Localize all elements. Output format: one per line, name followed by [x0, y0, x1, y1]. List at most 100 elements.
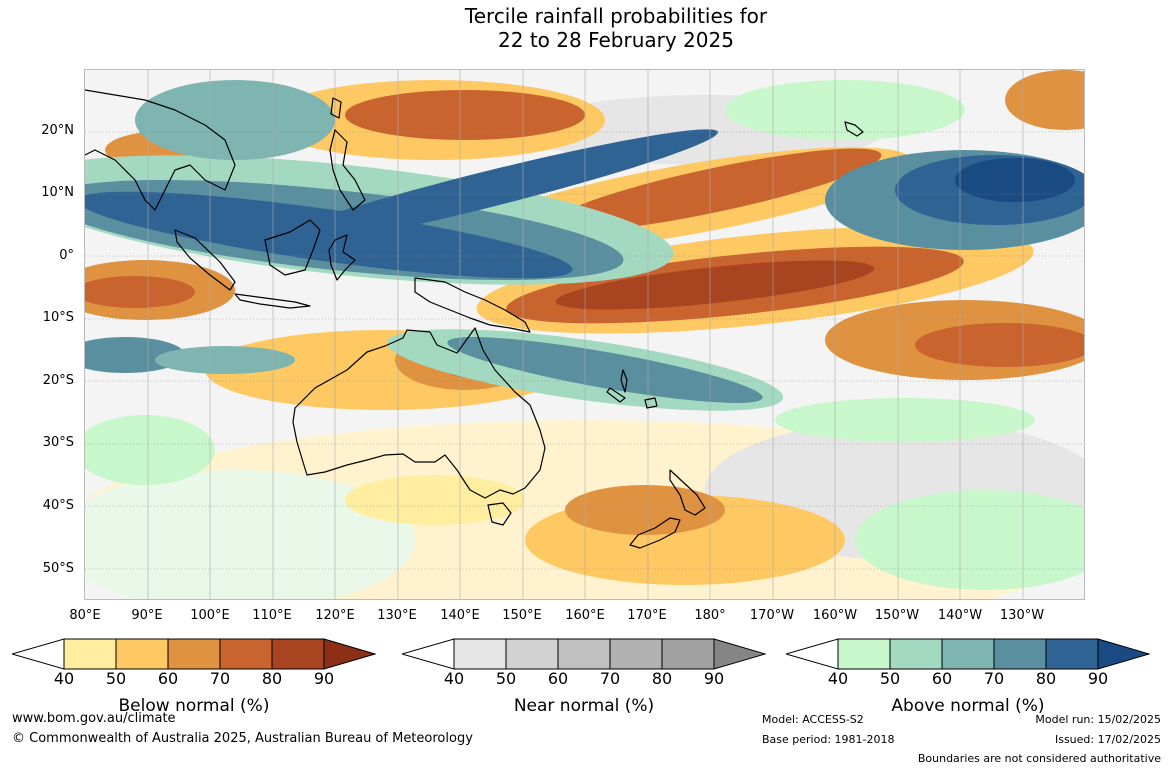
legend-above-tick: 90 — [1087, 669, 1109, 688]
legend-below-tick: 70 — [209, 669, 231, 688]
mainland-asia-coastline — [85, 89, 236, 211]
lon-label-120e: 120°E — [315, 608, 355, 623]
lon-label-130e: 130°E — [377, 608, 417, 623]
legend-below-tick: 50 — [105, 669, 127, 688]
legend-below-tick: 90 — [313, 669, 335, 688]
lon-label-170e: 170°E — [627, 608, 667, 623]
lat-label-0: 0° — [59, 248, 74, 263]
legend-near-tick: 60 — [547, 669, 569, 688]
legend-above-swatch-0 — [837, 638, 891, 670]
legend-near-tick: 50 — [495, 669, 517, 688]
new-zealand-north-coastline — [669, 469, 706, 516]
lon-label-160e: 160°E — [565, 608, 605, 623]
map-title: Tercile rainfall probabilities for 22 to… — [0, 4, 1173, 52]
legend-above-swatch-5 — [1097, 638, 1150, 670]
legend-near-normal-bar — [402, 638, 766, 670]
legend-near-swatch-4 — [661, 638, 715, 670]
lat-label-20n: 20°N — [41, 123, 74, 138]
lon-label-160w: 160°W — [812, 608, 858, 623]
legend-above-normal-bar — [786, 638, 1150, 670]
java-coastline — [234, 293, 311, 309]
hawaii-coastline — [844, 121, 864, 137]
legend-near-swatch-0 — [453, 638, 507, 670]
tasmania-coastline — [487, 502, 512, 526]
legend-below-swatch-3 — [219, 638, 273, 670]
lat-label-30s: 30°S — [42, 435, 74, 450]
new-guinea-coastline — [414, 277, 531, 333]
legend-below-swatch-0 — [63, 638, 117, 670]
lon-label-110e: 110°E — [252, 608, 292, 623]
legend-above-normal-title: Above normal (%) — [891, 696, 1045, 716]
legend-below-swatch-4 — [271, 638, 325, 670]
legend-below-tick: 40 — [53, 669, 75, 688]
graticule — [85, 131, 1084, 570]
legend-below-swatch-1 — [115, 638, 169, 670]
legend-above-swatch-3 — [993, 638, 1047, 670]
legend-above-tick: 80 — [1035, 669, 1057, 688]
legend-near-swatch-5 — [713, 638, 766, 670]
legend-above-tick: 40 — [827, 669, 849, 688]
map-title-line2: 22 to 28 February 2025 — [498, 28, 734, 52]
vanuatu-coastline — [620, 369, 628, 393]
map-title-line1: Tercile rainfall probabilities for — [464, 4, 768, 28]
legend-above-swatch-2 — [941, 638, 995, 670]
legend-near-tick: 80 — [651, 669, 673, 688]
new-caledonia-coastline — [606, 387, 626, 403]
legend-near-normal — [402, 638, 766, 670]
copyright-text: © Commonwealth of Australia 2025, Austra… — [12, 731, 473, 746]
lat-label-10n: 10°N — [41, 185, 74, 200]
legend-below-swatch-5 — [323, 638, 376, 670]
legend-below-normal — [12, 638, 376, 670]
map-canvas — [85, 70, 1084, 599]
legend-below-tick: 60 — [157, 669, 179, 688]
above-normal-zones — [85, 80, 1084, 485]
lon-label-150w: 150°W — [874, 608, 920, 623]
legend-below-tick: 80 — [261, 669, 283, 688]
taiwan-coastline — [330, 97, 342, 119]
website-link[interactable]: www.bom.gov.au/climate — [12, 711, 176, 726]
lat-label-20s: 20°S — [42, 373, 74, 388]
lon-label-150e: 150°E — [502, 608, 542, 623]
lon-label-140e: 140°E — [440, 608, 480, 623]
meridians — [147, 70, 1024, 599]
legend-near-swatch-1 — [505, 638, 559, 670]
fiji-coastline — [644, 397, 658, 409]
lat-label-10s: 10°S — [42, 310, 74, 325]
borneo-coastline — [264, 219, 321, 276]
base-period: Base period: 1981-2018 — [762, 733, 895, 746]
lon-label-90e: 90°E — [131, 608, 163, 623]
lon-label-180: 180° — [694, 608, 726, 623]
legend-above-tick: 70 — [983, 669, 1005, 688]
legend-above-normal — [786, 638, 1150, 670]
rainfall-probability-map — [84, 69, 1085, 600]
legend-near-normal-title: Near normal (%) — [513, 696, 655, 716]
legend-near-swatch-2 — [557, 638, 611, 670]
legend-above-swatch-1 — [889, 638, 943, 670]
lon-label-140w: 140°W — [937, 608, 983, 623]
australia-coastline — [292, 327, 546, 499]
legend-above-tick: 50 — [879, 669, 901, 688]
legend-near-tick: 70 — [599, 669, 621, 688]
legend-below-normal-title: Below normal (%) — [118, 696, 270, 716]
issued-date: Issued: 17/02/2025 — [1054, 733, 1161, 746]
boundaries-disclaimer: Boundaries are not considered authoritat… — [917, 752, 1161, 765]
legend-below-normal-bar — [12, 638, 376, 670]
lon-label-170w: 170°W — [749, 608, 795, 623]
legend-near-tick: 90 — [703, 669, 725, 688]
sumatra-coastline — [174, 229, 236, 291]
sulawesi-coastline — [328, 234, 356, 281]
legend-above-swatch-4 — [1045, 638, 1099, 670]
lon-label-100e: 100°E — [190, 608, 230, 623]
lon-label-80e: 80°E — [69, 608, 101, 623]
philippines-coastline — [329, 129, 366, 211]
coastlines — [85, 89, 864, 549]
legend-above-tick: 60 — [931, 669, 953, 688]
lon-label-130w: 130°W — [999, 608, 1045, 623]
legend-near-swatch-3 — [609, 638, 663, 670]
lat-label-50s: 50°S — [42, 561, 74, 576]
model-run-date: Model run: 15/02/2025 — [1035, 713, 1161, 726]
new-zealand-south-coastline — [629, 517, 681, 549]
model-name: Model: ACCESS-S2 — [762, 713, 864, 726]
legend-near-tick: 40 — [443, 669, 465, 688]
lat-label-40s: 40°S — [42, 498, 74, 513]
